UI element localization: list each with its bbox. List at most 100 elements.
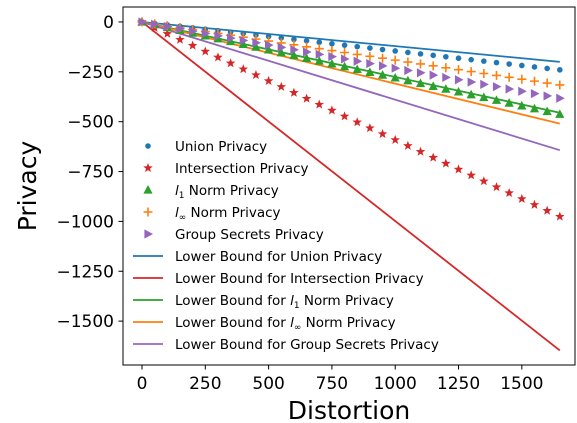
data-point [339,61,350,71]
data-point [405,49,411,56]
data-point [442,72,451,83]
data-point [189,26,198,36]
data-point [314,99,324,109]
data-point [302,47,312,57]
data-point [252,38,261,48]
data-point [530,89,540,99]
y-tick-label: −250 [67,63,114,83]
data-point [529,76,539,86]
data-point [531,64,538,70]
data-point [314,56,324,65]
data-point [163,21,173,32]
data-point [227,33,236,43]
legend-label: Lower Bound for Intersection Privacy [175,271,424,287]
x-tick-label: 1500 [500,374,543,394]
point-series-4 [138,17,565,103]
data-point [555,109,565,118]
data-point [329,40,335,47]
data-point [353,56,363,66]
data-point [378,53,388,63]
data-point [251,42,261,51]
x-tick-label: 750 [316,374,348,394]
data-point [492,82,502,92]
data-point [365,123,375,133]
data-point [175,34,185,44]
y-tick-label: −500 [67,113,114,133]
data-point [316,39,323,46]
data-point [504,72,514,82]
data-point [367,45,373,51]
data-point [517,74,527,84]
data-point [481,58,487,64]
data-point [278,35,285,41]
data-point [277,42,287,52]
data-point [542,106,552,116]
bound-line-1 [141,21,561,352]
data-point [480,79,489,89]
data-point [303,38,310,44]
bound-line-0 [141,21,560,63]
data-point [213,52,223,62]
data-point [555,80,565,90]
data-point [239,35,249,46]
data-point [289,87,299,97]
x-tick-label: 1250 [437,374,480,394]
legend-marker-4 [144,229,153,239]
data-point [506,61,512,67]
legend-label: l∞ Norm Privacy [175,205,281,223]
data-point [162,28,173,38]
data-point [543,91,553,101]
data-point [226,36,236,46]
data-point [404,65,413,76]
data-point [340,47,350,57]
data-point [276,81,287,91]
data-point [416,68,426,78]
y-tick-label: −1000 [56,212,114,232]
data-point [529,103,540,113]
data-point [479,176,489,186]
data-point [352,117,362,127]
data-point [415,146,426,156]
data-point [200,46,211,56]
data-point [403,57,413,67]
data-point [557,67,563,73]
legend-label: Intersection Privacy [175,161,308,177]
data-point [556,93,565,103]
data-point [415,78,426,88]
axes: 0 250 500 750 1000 1250 1500 0 −250 −500 −750 −1000… [13,6,576,423]
data-point [301,93,312,103]
data-point [339,111,350,121]
data-point [443,53,449,60]
data-point [264,44,274,54]
data-point [265,33,272,40]
data-point [352,49,362,59]
y-tick-label: −750 [67,163,114,183]
plot-frame [122,6,576,366]
data-point [428,81,438,90]
legend-label: l1 Norm Privacy [175,183,279,201]
data-point [441,63,451,73]
data-point [517,100,527,110]
data-point [238,64,249,74]
data-point [291,36,297,43]
data-point [466,89,476,99]
data-point [453,86,464,96]
legend-label: Lower Bound for l∞ Norm Privacy [175,315,396,333]
data-point [544,65,550,72]
data-point [504,187,514,198]
data-point [428,61,438,71]
data-point [492,70,502,80]
data-point [519,62,525,69]
legend-label: Lower Bound for Union Privacy [175,249,382,265]
data-point [479,68,489,78]
data-point [290,45,299,55]
data-point [379,46,386,53]
data-point [340,54,350,64]
x-tick-label: 250 [189,374,221,394]
legend-label: Lower Bound for Group Secrets Privacy [175,337,439,353]
data-point [479,92,489,102]
data-point [491,182,502,192]
data-point [428,152,438,162]
data-point [328,52,337,62]
